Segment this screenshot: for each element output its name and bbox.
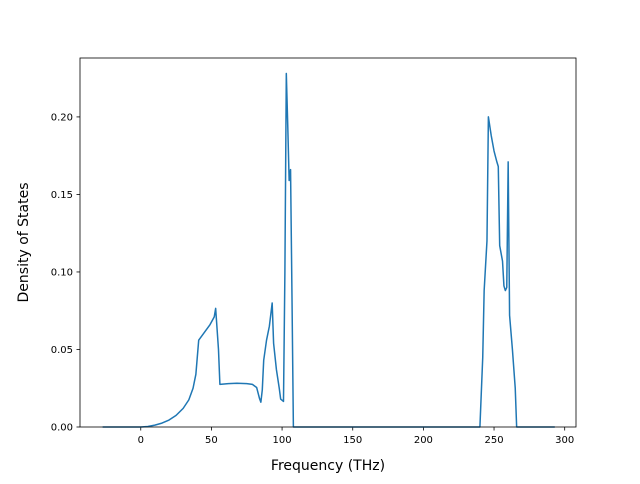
y-tick-label: 0.15 xyxy=(51,190,73,201)
y-tick-label: 0.05 xyxy=(51,345,73,356)
series-line xyxy=(102,72,555,428)
x-tick-label: 200 xyxy=(414,435,433,446)
y-axis-ticks: 0.00 0.05 0.10 0.15 0.20 xyxy=(51,112,80,434)
x-tick-label: 250 xyxy=(484,435,503,446)
y-axis-title: Density of States xyxy=(16,183,32,303)
x-tick-label: 50 xyxy=(205,435,218,446)
y-tick-label: 0.00 xyxy=(51,423,73,434)
x-tick-label: 0 xyxy=(138,435,144,446)
axes-frame xyxy=(79,57,577,428)
x-tick-label: 150 xyxy=(343,435,362,446)
y-tick-label: 0.20 xyxy=(51,112,73,123)
plot-area xyxy=(80,58,576,427)
x-axis-ticks: 0 50 100 150 200 250 300 xyxy=(138,427,574,446)
x-axis-title: Frequency (THz) xyxy=(271,458,385,474)
x-tick-label: 300 xyxy=(555,435,574,446)
y-tick-label: 0.10 xyxy=(51,267,73,278)
x-tick-label: 100 xyxy=(273,435,292,446)
